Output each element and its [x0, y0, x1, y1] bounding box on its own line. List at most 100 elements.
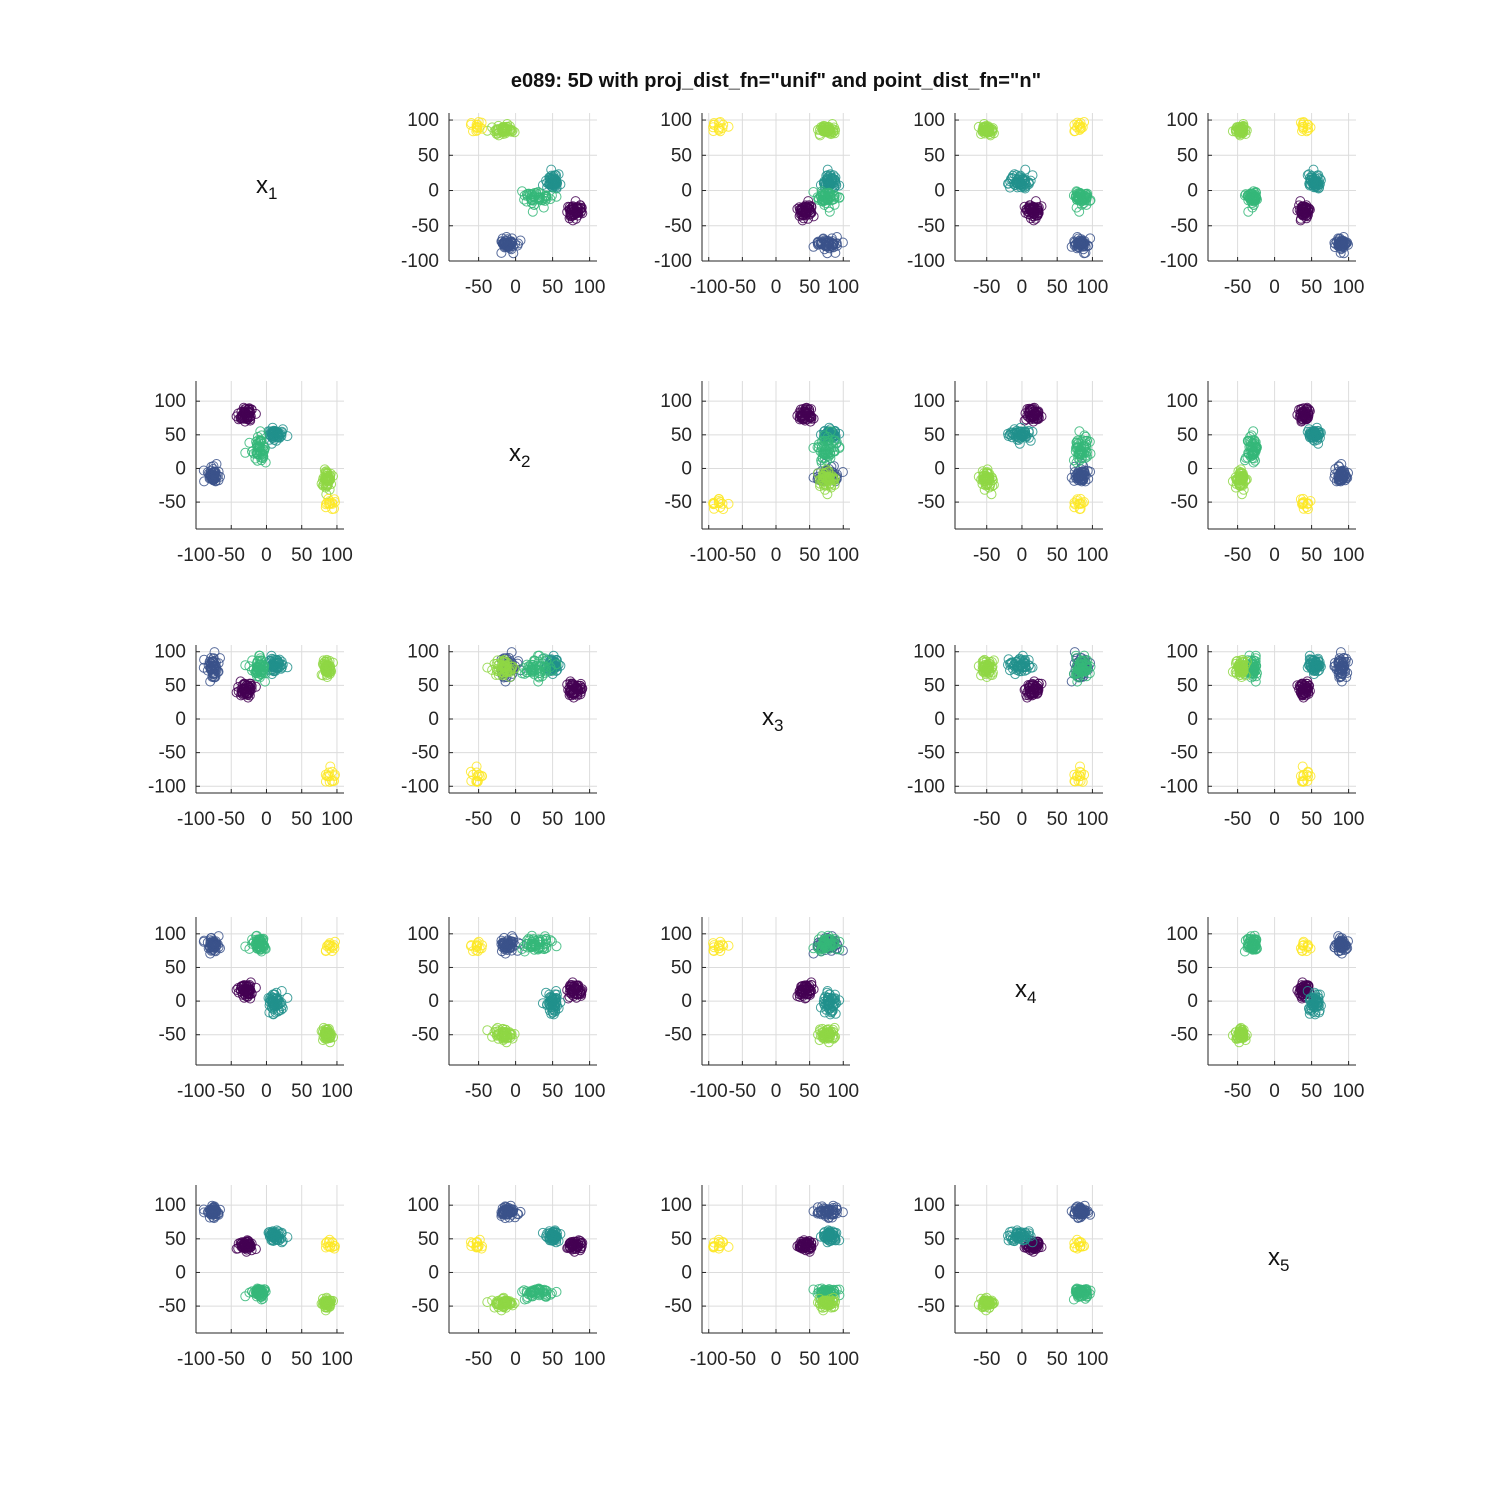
y-tick-label: 100 [407, 924, 439, 945]
data-point [803, 213, 813, 224]
y-tick-label: 0 [428, 991, 439, 1012]
y-tick-label: -100 [907, 251, 945, 272]
data-point [1334, 237, 1345, 248]
x-tick-label: 50 [542, 809, 563, 830]
y-tick-label: 0 [175, 991, 186, 1012]
y-tick-label: -50 [918, 743, 945, 764]
data-point [1018, 181, 1029, 192]
x-tick-label: 50 [291, 545, 312, 566]
y-tick-label: 0 [1187, 458, 1198, 479]
y-tick-label: 100 [1166, 391, 1198, 412]
y-tick-label: -100 [654, 251, 692, 272]
x-tick-label: 50 [799, 1081, 820, 1102]
data-point [465, 766, 476, 777]
data-point [540, 195, 550, 206]
x-tick-label: -50 [1224, 545, 1251, 566]
y-tick-label: 0 [934, 181, 945, 202]
y-tick-label: 50 [165, 425, 186, 446]
y-tick-label: 100 [154, 642, 186, 663]
x-tick-label: 100 [574, 809, 606, 830]
data-point [472, 125, 483, 135]
y-tick-label: 100 [660, 391, 692, 412]
y-tick-label: -50 [1171, 743, 1198, 764]
x-tick-label: -100 [177, 1081, 215, 1102]
diagonal-label-subscript: 1 [268, 184, 277, 203]
x-tick-label: -100 [177, 545, 215, 566]
x-tick-label: 0 [261, 1081, 272, 1102]
data-point [1298, 122, 1309, 133]
data-point [244, 408, 255, 419]
data-point [1314, 173, 1325, 184]
data-point [1299, 205, 1310, 215]
data-point [570, 196, 581, 207]
data-point [1032, 204, 1043, 215]
data-point [1007, 173, 1018, 184]
x-tick-label: -50 [973, 277, 1000, 298]
y-tick-label: 100 [660, 110, 692, 131]
y-tick-label: -50 [159, 743, 186, 764]
data-point [500, 125, 511, 136]
x-tick-label: 50 [1047, 809, 1068, 830]
y-tick-label: 100 [1166, 642, 1198, 663]
data-point [571, 213, 581, 224]
y-tick-label: 0 [175, 709, 186, 730]
x-tick-label: 0 [510, 1081, 521, 1102]
data-point [468, 126, 478, 137]
data-point [1308, 174, 1318, 185]
y-tick-label: 100 [407, 642, 439, 663]
data-point [1296, 213, 1306, 224]
data-point [1243, 206, 1254, 217]
data-point [1017, 174, 1028, 185]
data-point [546, 164, 557, 175]
x-tick-label: 50 [1047, 545, 1068, 566]
y-tick-label: 100 [1166, 110, 1198, 131]
data-point [233, 408, 244, 419]
y-tick-label: 100 [913, 642, 945, 663]
y-tick-label: 50 [1177, 145, 1198, 166]
x-tick-label: 50 [799, 545, 820, 566]
data-point [1330, 238, 1341, 249]
data-point [824, 125, 835, 136]
data-point [538, 202, 549, 213]
data-point [1074, 206, 1085, 217]
data-point [527, 206, 538, 217]
data-point [802, 202, 813, 213]
y-tick-label: -50 [918, 216, 945, 237]
diagonal-label-4: x4 [1015, 976, 1036, 1007]
x-tick-label: 0 [510, 809, 521, 830]
diagonal-label-base: x [509, 440, 521, 467]
data-point [1310, 181, 1321, 192]
y-tick-label: 100 [407, 110, 439, 131]
y-tick-label: 50 [165, 957, 186, 978]
data-point [571, 202, 582, 213]
data-point [546, 174, 557, 185]
x-tick-label: 50 [542, 1081, 563, 1102]
data-point [1235, 126, 1246, 137]
y-tick-label: 50 [924, 145, 945, 166]
x-tick-label: 0 [771, 545, 782, 566]
data-point [465, 119, 476, 130]
data-point [715, 126, 726, 137]
x-tick-label: 0 [510, 277, 521, 298]
data-point [822, 164, 833, 175]
y-tick-label: -100 [907, 776, 945, 797]
diagonal-label-base: x [1015, 976, 1027, 1003]
chart-title: e089: 5D with proj_dist_fn="unif" and po… [511, 70, 1041, 92]
y-tick-label: -50 [665, 216, 692, 237]
data-point [828, 125, 839, 136]
y-tick-label: 0 [428, 181, 439, 202]
data-point [522, 189, 532, 200]
data-point [546, 190, 557, 201]
data-point [817, 237, 828, 248]
y-tick-label: -50 [665, 1025, 692, 1046]
x-tick-label: 0 [1269, 277, 1280, 298]
data-point [1251, 192, 1262, 203]
x-tick-label: 0 [1269, 545, 1280, 566]
data-point [812, 237, 823, 248]
y-tick-label: 50 [418, 675, 439, 696]
data-point [1301, 126, 1312, 137]
